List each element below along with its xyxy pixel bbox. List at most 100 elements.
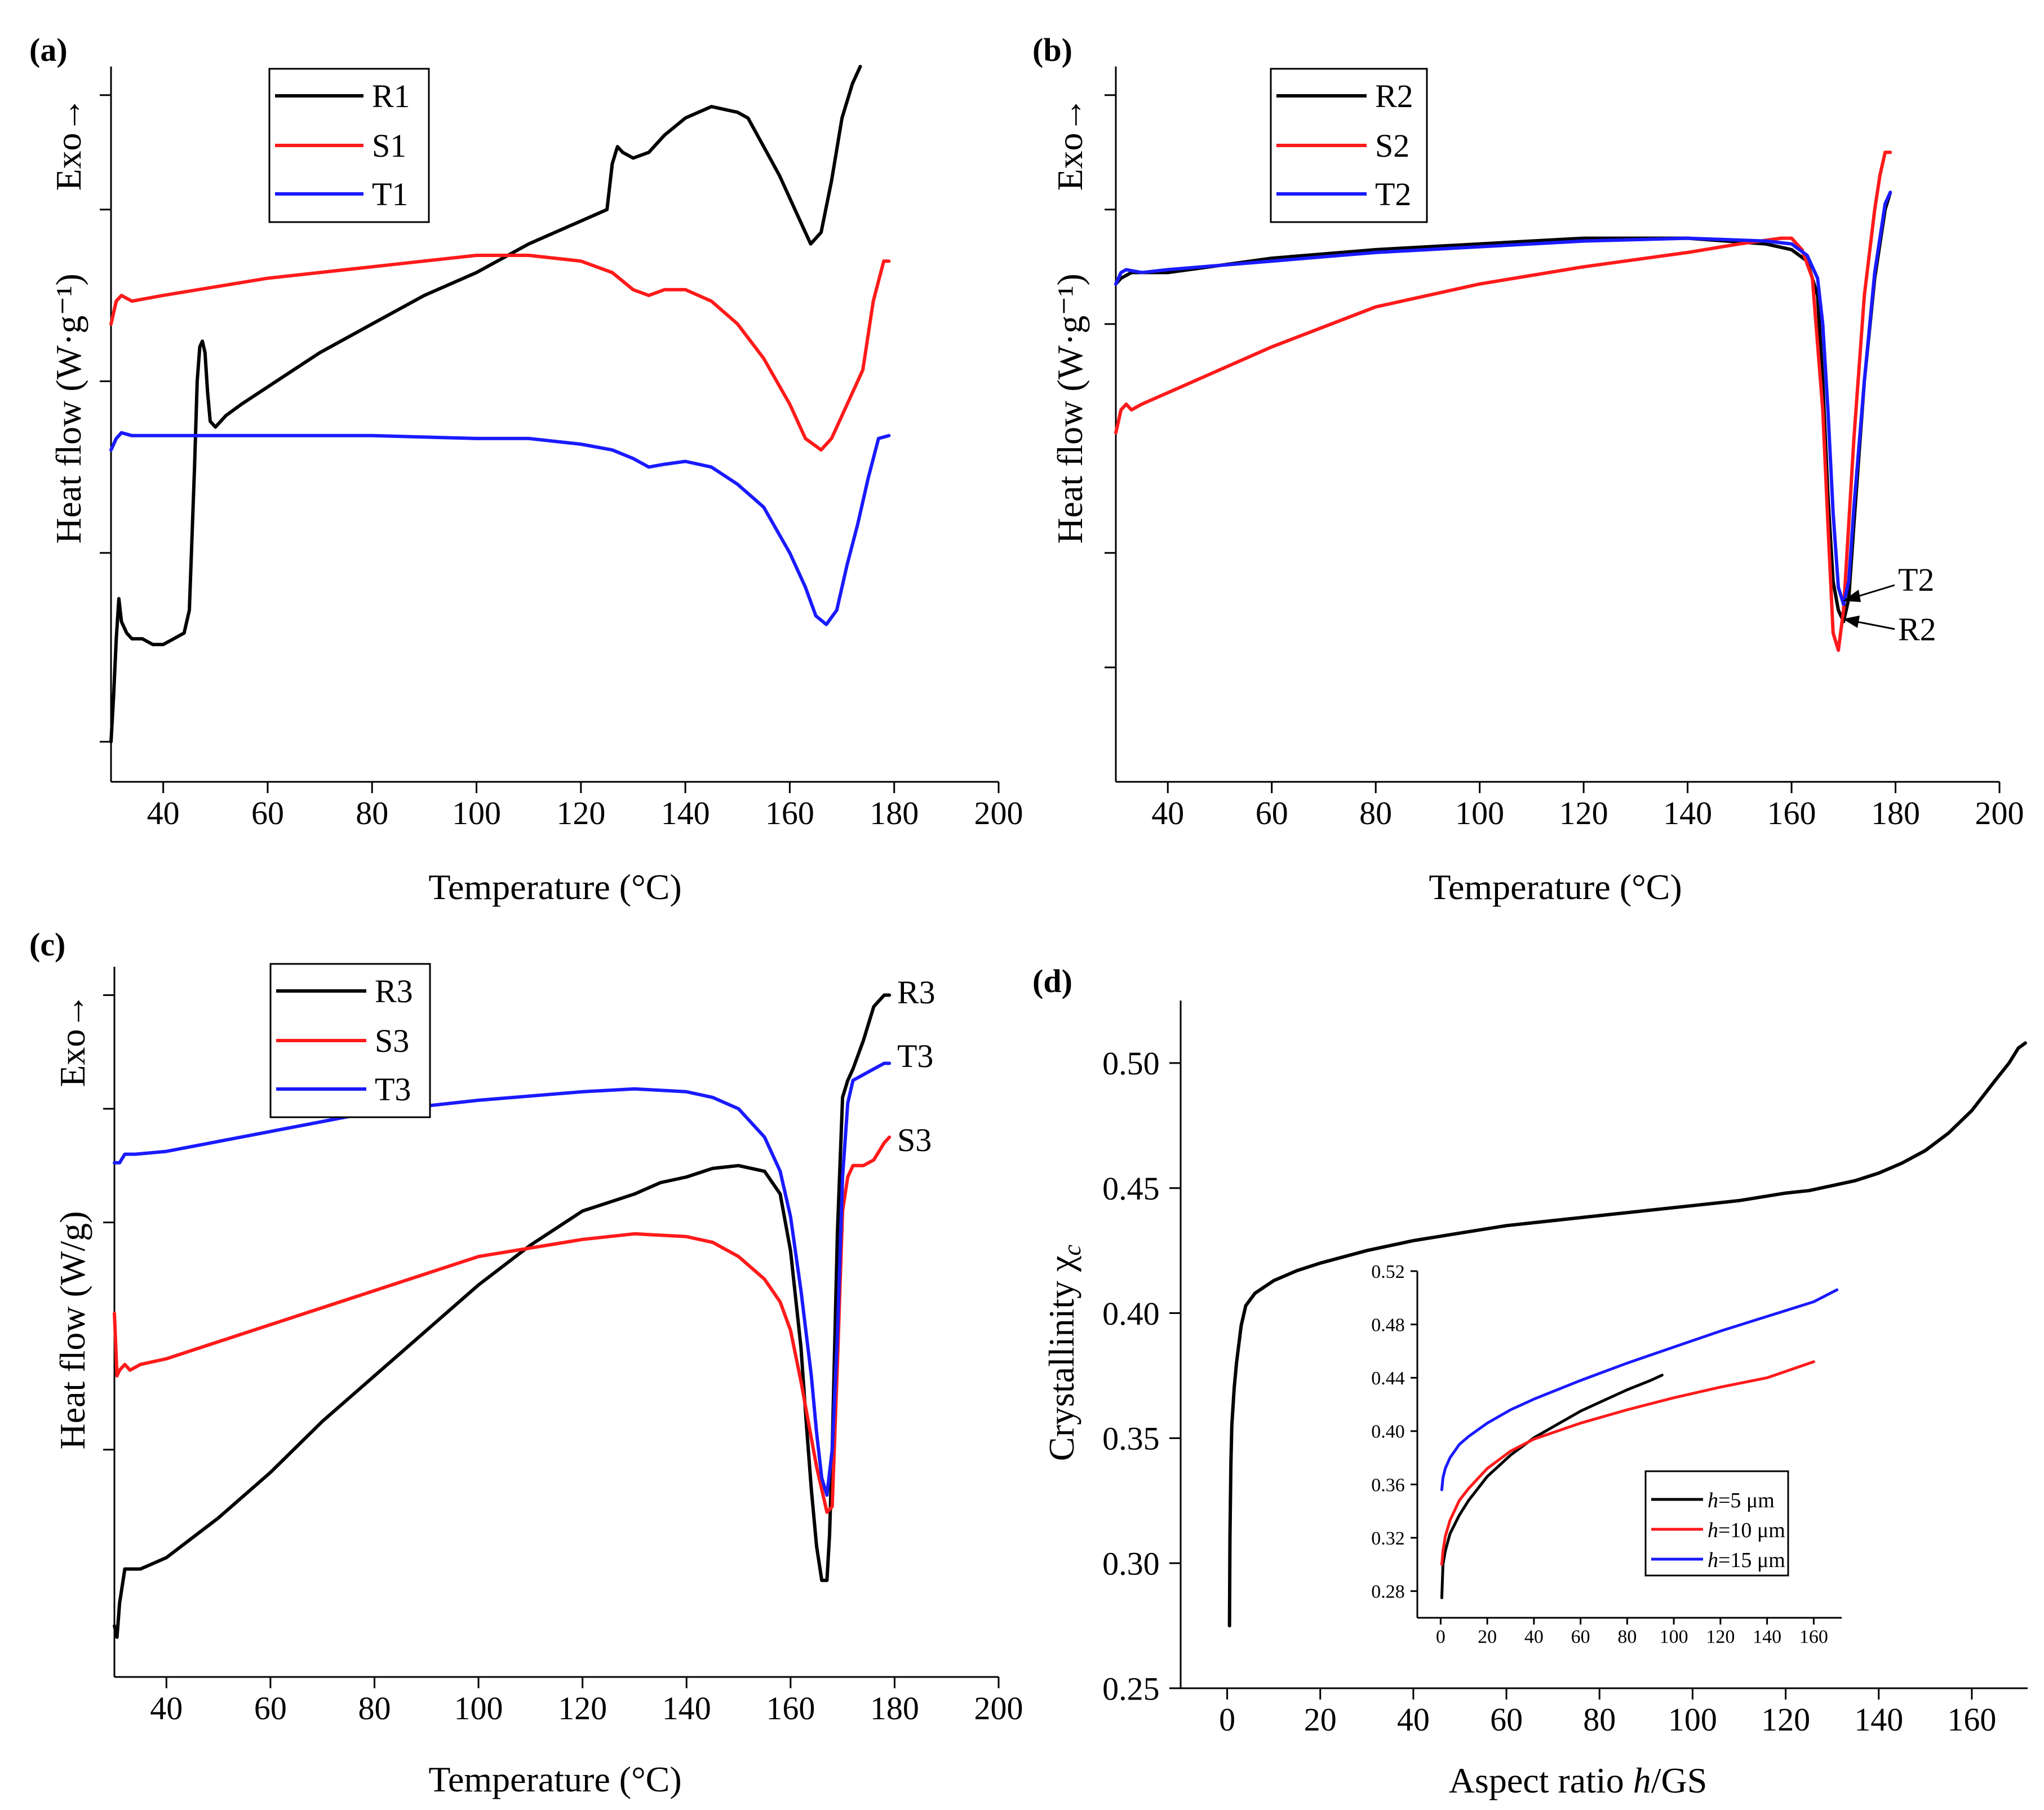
series-main bbox=[1227, 1041, 2027, 1628]
legend-label-s2: S2 bbox=[1375, 127, 1409, 164]
y-tick-label: 0.45 bbox=[1102, 1170, 1160, 1207]
panel-c-xlabel: Temperature (°C) bbox=[428, 1759, 681, 1799]
series-r1 bbox=[109, 65, 862, 744]
series-h-10-m bbox=[1440, 1360, 1815, 1566]
y-tick-label: 0.36 bbox=[1371, 1475, 1405, 1495]
x-tick-label: 80 bbox=[1583, 1701, 1616, 1738]
x-tick-label: 100 bbox=[1660, 1626, 1688, 1647]
legend-label-r1: R1 bbox=[372, 78, 410, 114]
x-tick-label: 80 bbox=[1617, 1626, 1637, 1647]
x-tick-label: 100 bbox=[1455, 795, 1504, 831]
inset-axes: 0 20 40 60 80 100 120 140 160 0.28 0.32 0.36 0.40 0.4… bbox=[1371, 1262, 1842, 1647]
y-tick-label: 0.40 bbox=[1102, 1295, 1160, 1332]
panel-a-exo-label: Exo→ bbox=[48, 96, 88, 191]
panel-label-b: (b) bbox=[1032, 32, 1072, 68]
panel-c-ylabel: Heat flow (W/g) bbox=[52, 1211, 92, 1450]
series-h-5-m bbox=[1440, 1374, 1664, 1599]
panel-b-xlabel: Temperature (°C) bbox=[1429, 867, 1682, 907]
x-tick-label: 40 bbox=[1397, 1701, 1430, 1738]
x-tick-label: 0 bbox=[1436, 1626, 1446, 1647]
series-s1 bbox=[109, 254, 891, 452]
panel-b-exo-label: Exo→ bbox=[1050, 96, 1090, 191]
x-tick-label: 20 bbox=[1478, 1626, 1497, 1647]
y-tick-label: 0.35 bbox=[1102, 1420, 1160, 1457]
x-tick-label: 80 bbox=[358, 1690, 391, 1727]
x-tick-label: 200 bbox=[1975, 795, 2024, 831]
panel-a-legend: R1 S1 T1 bbox=[268, 68, 430, 223]
legend-label-h5: h=5 μm bbox=[1708, 1489, 1775, 1512]
x-tick-label: 120 bbox=[1761, 1701, 1810, 1738]
x-tick-label: 140 bbox=[1854, 1701, 1903, 1738]
panel-label-c: (c) bbox=[29, 926, 65, 963]
y-tick-label: 0.32 bbox=[1371, 1528, 1405, 1549]
y-tick-label: 0.44 bbox=[1371, 1368, 1405, 1389]
x-tick-label: 180 bbox=[870, 1690, 919, 1727]
panel-c-legend: R3 S3 T3 bbox=[269, 963, 431, 1118]
panel-a-axes: 40 60 80 100 120 140 160 180 200 bbox=[100, 67, 1023, 831]
x-tick-label: 60 bbox=[254, 1690, 287, 1727]
panel-b-curves bbox=[1114, 151, 1892, 652]
y-tick-label: 0.25 bbox=[1102, 1670, 1160, 1707]
panel-b-legend: R2 S2 T2 bbox=[1270, 68, 1428, 223]
x-tick-label: 100 bbox=[452, 795, 501, 831]
legend-label-r3: R3 bbox=[375, 973, 413, 1010]
legend-label-s3: S3 bbox=[375, 1023, 409, 1059]
panel-d-axes: 0 20 40 60 80 100 120 140 160 0.25 0.30 0.35 0.40 0.4… bbox=[1102, 1001, 2028, 1738]
inset-curves bbox=[1440, 1288, 1839, 1599]
x-tick-label: 100 bbox=[454, 1690, 503, 1727]
x-tick-label: 0 bbox=[1219, 1701, 1235, 1738]
panel-a-xlabel: Temperature (°C) bbox=[428, 867, 681, 907]
x-tick-label: 60 bbox=[251, 795, 284, 831]
legend-label-t1: T1 bbox=[372, 176, 408, 213]
x-tick-label: 140 bbox=[1753, 1626, 1781, 1647]
panel-a-curves bbox=[109, 65, 891, 744]
series-s2 bbox=[1114, 151, 1892, 652]
arrowhead-icon bbox=[1843, 590, 1861, 602]
x-tick-label: 160 bbox=[765, 795, 814, 831]
x-tick-label: 140 bbox=[662, 1690, 711, 1727]
panel-d-curves bbox=[1227, 1041, 2027, 1628]
x-tick-label: 140 bbox=[661, 795, 710, 831]
annotation-t2: T2 bbox=[1898, 561, 1934, 598]
x-tick-label: 60 bbox=[1571, 1626, 1590, 1647]
x-tick-label: 180 bbox=[870, 795, 919, 831]
x-tick-label: 140 bbox=[1663, 795, 1712, 831]
legend-label-s1: S1 bbox=[372, 127, 406, 164]
x-tick-label: 160 bbox=[1947, 1701, 1996, 1738]
panel-d-xlabel: Aspect ratio h/GS bbox=[1449, 1760, 1708, 1800]
annotation-arrow-t2 bbox=[1854, 584, 1895, 599]
panel-c: (c) 40 60 80 100 120 140 160 180 200 Temperature… bbox=[29, 926, 1023, 1799]
x-tick-label: 100 bbox=[1668, 1701, 1717, 1738]
x-tick-label: 40 bbox=[150, 1690, 183, 1727]
panel-a: (a) 40 60 80 100 120 140 160 180 200 Temperature… bbox=[29, 32, 1023, 907]
y-tick-label: 0.50 bbox=[1102, 1045, 1160, 1082]
annotation-r2: R2 bbox=[1898, 611, 1936, 648]
panel-c-exo-label: Exo→ bbox=[52, 993, 92, 1087]
series-r3 bbox=[113, 993, 892, 1639]
annotation-s3: S3 bbox=[897, 1122, 932, 1158]
x-tick-label: 60 bbox=[1256, 795, 1288, 831]
legend-label-t2: T2 bbox=[1375, 176, 1411, 213]
x-tick-label: 120 bbox=[558, 1690, 607, 1727]
x-tick-label: 120 bbox=[1559, 795, 1608, 831]
x-tick-label: 180 bbox=[1871, 795, 1920, 831]
panel-d-ylabel: Crystallinity χc bbox=[1041, 1245, 1086, 1461]
annotation-arrow-r2 bbox=[1854, 620, 1895, 630]
panel-b-axes: 40 60 80 100 120 140 160 180 200 bbox=[1105, 67, 2024, 831]
panel-c-axes: 40 60 80 100 120 140 160 180 200 bbox=[103, 967, 1023, 1727]
x-tick-label: 20 bbox=[1304, 1701, 1337, 1738]
y-tick-label: 0.48 bbox=[1371, 1315, 1405, 1336]
y-tick-label: 0.40 bbox=[1371, 1422, 1405, 1442]
inset-legend: h=5 μm h=10 μm h=15 μm bbox=[1644, 1470, 1789, 1577]
panel-b-ylabel: Heat flow (W·g⁻¹) bbox=[1050, 273, 1090, 543]
series-t2 bbox=[1114, 191, 1892, 607]
annotation-r3: R3 bbox=[897, 974, 935, 1011]
legend-label-t3: T3 bbox=[375, 1071, 411, 1108]
x-tick-label: 160 bbox=[766, 1690, 815, 1727]
y-tick-label: 0.28 bbox=[1371, 1582, 1405, 1603]
x-tick-label: 60 bbox=[1490, 1701, 1523, 1738]
series-h-15-m bbox=[1440, 1288, 1839, 1492]
panel-a-ylabel: Heat flow (W·g⁻¹) bbox=[48, 273, 88, 543]
x-tick-label: 120 bbox=[556, 795, 605, 831]
